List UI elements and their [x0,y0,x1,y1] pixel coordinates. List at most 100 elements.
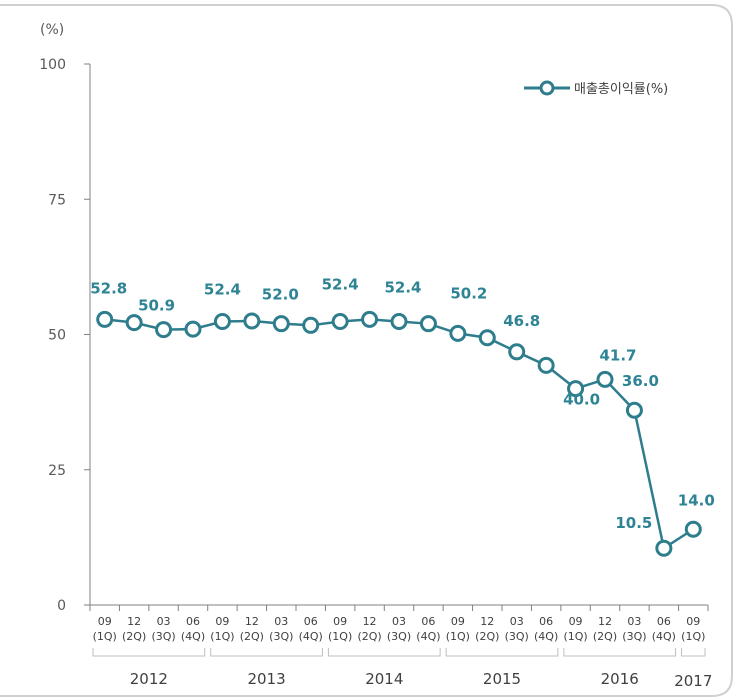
data-point [272,315,290,333]
x-tick-quarter: (1Q) [446,630,470,643]
data-label: 10.5 [615,514,652,532]
x-tick-month: 12 [127,615,141,628]
data-point [331,313,349,331]
x-tick-month: 12 [480,615,494,628]
x-tick-month: 03 [274,615,288,628]
data-label: 52.8 [90,279,127,297]
x-tick-quarter: (3Q) [151,630,175,643]
x-tick-month: 09 [686,615,700,628]
x-tick-month: 06 [421,615,435,628]
year-label: 2013 [247,670,285,688]
y-tick-label: 100 [39,57,66,73]
data-label: 52.4 [322,276,359,294]
data-label: 40.0 [563,391,600,409]
x-tick-month: 03 [510,615,524,628]
x-tick-quarter: (4Q) [652,630,676,643]
x-tick-quarter: (2Q) [593,630,617,643]
y-axis-label: (%) [40,22,64,38]
data-label: 46.8 [503,312,540,330]
year-label: 2012 [130,670,168,688]
year-bracket [327,648,441,657]
x-tick-quarter: (3Q) [505,630,529,643]
y-tick-label: 25 [48,463,66,479]
year-bracket [210,648,323,657]
x-tick-month: 06 [539,615,553,628]
x-tick-quarter: (3Q) [622,630,646,643]
chart-border [0,4,733,697]
x-tick-month: 12 [245,615,259,628]
data-point [390,313,408,331]
x-tick-month: 03 [157,615,171,628]
data-point [184,320,202,338]
x-tick-month: 09 [333,615,347,628]
x-tick-quarter: (4Q) [299,630,323,643]
x-tick-month: 09 [569,615,583,628]
data-label: 50.2 [450,284,487,302]
x-tick-quarter: (4Q) [416,630,440,643]
x-tick-quarter: (4Q) [181,630,205,643]
data-label: 14.0 [678,491,715,509]
year-bracket [681,648,706,657]
data-point [449,324,467,342]
x-tick-quarter: (3Q) [387,630,411,643]
legend-label: 매출총이익률(%) [574,82,668,97]
data-labels: 52.8 50.9 52.4 52.0 52.4 52.4 50.2 46.8 40.0 41.7… [90,276,715,533]
x-tick-quarter: (1Q) [93,630,117,643]
x-tick-month: 09 [451,615,465,628]
data-point [655,539,673,557]
year-bracket [563,648,677,657]
x-tick-quarter: (1Q) [328,630,352,643]
y-axis-ticks: 0 25 50 75 100 [39,57,90,614]
year-label: 2014 [365,670,403,688]
data-label: 50.9 [138,297,175,315]
x-tick-quarter: (2Q) [122,630,146,643]
x-tick-month: 03 [392,615,406,628]
x-tick-month: 03 [627,615,641,628]
data-point [684,520,702,538]
x-tick-month: 06 [657,615,671,628]
x-tick-quarter: (3Q) [269,630,293,643]
data-label: 36.0 [622,372,659,390]
series-group [96,310,702,557]
data-point [625,401,643,419]
data-point [508,343,526,361]
data-point [155,321,173,339]
year-label: 2017 [674,672,712,690]
data-label: 52.0 [262,286,299,304]
data-point [243,312,261,330]
year-label: 2015 [483,670,521,688]
data-label: 41.7 [599,346,636,364]
data-label: 52.4 [384,279,421,297]
legend[interactable]: 매출총이익률(%) [524,80,668,97]
data-point [478,329,496,347]
x-tick-quarter: (2Q) [240,630,264,643]
data-point [596,370,614,388]
data-point [361,310,379,328]
y-tick-label: 0 [57,598,66,614]
x-tick-quarter: (4Q) [534,630,558,643]
x-tick-month: 09 [215,615,229,628]
x-tick-quarter: (1Q) [563,630,587,643]
data-point [125,314,143,332]
data-point [537,356,555,374]
x-tick-quarter: (1Q) [210,630,234,643]
data-point [96,310,114,328]
x-tick-quarter: (2Q) [475,630,499,643]
y-tick-label: 50 [48,328,66,344]
data-point [419,315,437,333]
data-point [302,316,320,334]
y-tick-label: 75 [48,192,66,208]
x-axis-ticks: 09 (1Q) 12 (2Q) 03 (3Q) 06 (4Q) 09 (1Q) 12 (2Q) 03 (3… [89,605,712,690]
x-tick-month: 06 [186,615,200,628]
data-label: 52.4 [204,281,241,299]
x-tick-quarter: (1Q) [681,630,705,643]
x-tick-month: 09 [98,615,112,628]
x-tick-month: 12 [598,615,612,628]
data-point [213,313,231,331]
legend-marker [539,80,555,96]
year-bracket [92,648,206,657]
x-tick-month: 12 [363,615,377,628]
x-tick-month: 06 [304,615,318,628]
